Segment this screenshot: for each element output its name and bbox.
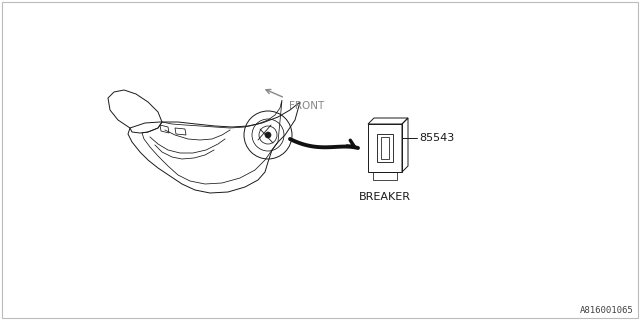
Text: BREAKER: BREAKER: [359, 192, 411, 202]
Text: FRONT: FRONT: [289, 101, 324, 111]
Text: 85543: 85543: [419, 133, 454, 143]
Circle shape: [265, 132, 271, 138]
Text: A816001065: A816001065: [580, 306, 634, 315]
